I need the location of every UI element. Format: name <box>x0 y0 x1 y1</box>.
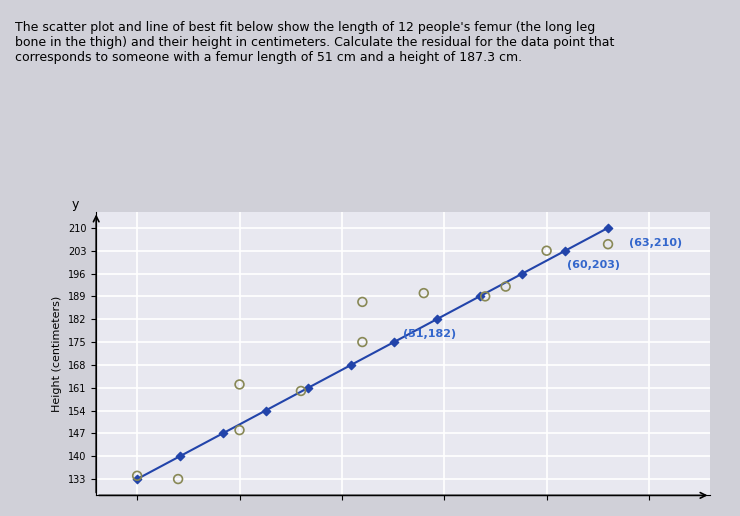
Text: y: y <box>72 198 79 211</box>
Point <box>357 298 369 306</box>
Point <box>174 452 186 460</box>
Point <box>418 289 430 297</box>
Text: (63,210): (63,210) <box>628 238 682 248</box>
Point <box>346 361 357 369</box>
Point <box>388 338 400 346</box>
Point <box>602 240 614 248</box>
Point <box>602 224 614 232</box>
Point <box>357 338 369 346</box>
Point <box>431 315 443 324</box>
Point <box>295 387 307 395</box>
Point <box>559 247 571 255</box>
Point <box>541 247 553 255</box>
Point <box>260 407 272 415</box>
Point <box>131 472 143 480</box>
Text: (60,203): (60,203) <box>567 261 620 270</box>
Point <box>500 282 511 291</box>
Point <box>517 269 528 278</box>
Point <box>234 380 246 389</box>
Point <box>474 292 485 300</box>
Point <box>217 429 229 438</box>
Point <box>131 475 143 483</box>
Y-axis label: Height (centimeters): Height (centimeters) <box>53 295 62 412</box>
Text: (51,182): (51,182) <box>403 329 457 339</box>
Point <box>172 475 184 483</box>
Text: The scatter plot and line of best fit below show the length of 12 people's femur: The scatter plot and line of best fit be… <box>15 21 614 63</box>
Point <box>234 426 246 434</box>
Point <box>303 383 314 392</box>
Point <box>480 292 491 300</box>
